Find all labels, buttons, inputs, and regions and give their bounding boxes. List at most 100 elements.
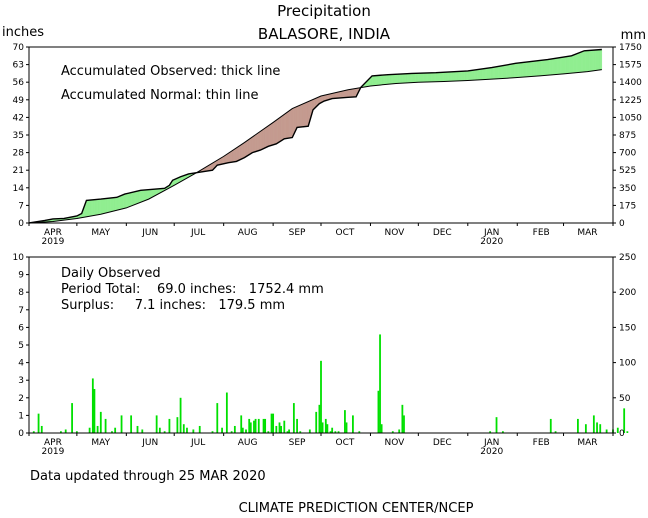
daily-bar [155,415,158,433]
daily-bar [278,422,281,433]
accumulated-diff-segment [132,191,135,206]
accumulated-diff-segment [398,73,401,84]
accumulated-diff-segment [339,90,342,99]
y-tick-label-right: 700 [619,149,636,159]
accumulated-diff-segment [453,71,456,82]
accumulated-diff-segment [440,72,443,82]
accumulated-diff-segment [410,73,413,83]
accumulated-axes: 0714212835424956637001753505257008751050… [13,43,643,247]
daily-bar [88,427,91,433]
accumulated-diff-segment [285,111,288,139]
accumulated-diff-segment [558,57,561,75]
daily-bar [71,403,73,433]
daily-bar [136,425,139,433]
y-tick-label-left: 7 [18,306,24,316]
accumulated-diff-segment [347,89,350,98]
daily-bar [40,425,43,433]
accumulated-panel: 0714212835424956637001753505257008751050… [13,43,643,247]
daily-bar [267,431,270,433]
accumulated-diff-segment [150,189,153,199]
accumulated-diff-segment [266,125,269,148]
surplus-text: Surplus: 7.1 inches: 179.5 mm [61,298,285,313]
accumulated-diff-segment [509,63,512,79]
data-updated-text: Data updated through 25 MAR 2020 [30,469,266,484]
accumulated-diff-segment [435,72,438,82]
normal-line [28,69,602,224]
daily-bar [221,427,223,433]
accumulated-diff-segment [269,123,272,147]
accumulated-diff-segment [458,71,461,82]
accumulated-diff-segment [279,116,282,143]
x-month-label: SEP [289,228,306,238]
accumulated-diff-segment [461,70,464,81]
daily-bar [225,392,228,433]
accumulated-diff-segment [450,71,453,82]
accumulated-diff-segment [351,88,354,98]
daily-bar [352,415,354,433]
daily-bar [262,418,265,433]
accumulated-diff-segment [296,105,299,128]
daily-bar [272,413,275,433]
accumulated-diff-segment [580,51,583,73]
y-tick-label-left: 10 [13,253,25,263]
accumulated-diff-segment [477,69,480,81]
accumulated-diff-segment [529,61,532,77]
accumulated-diff-segment [585,50,588,73]
x-month-label: AUG [238,438,258,448]
accumulated-diff-segment [250,136,253,154]
accumulated-diff-segment [95,199,98,216]
accumulated-diff-segment [376,75,379,86]
accumulated-diff-segment [414,73,417,83]
y-tick-label-left: 1 [18,411,24,421]
y-tick-label-left: 4 [18,359,24,369]
daily-bar [99,411,102,433]
accumulated-diff-segment [568,55,571,74]
accumulated-diff-segment [536,60,539,77]
y-tick-label-right: 200 [619,288,636,298]
daily-bar [398,429,401,433]
accumulated-diff-segment [438,72,441,82]
y-tick-label-left: 6 [18,323,24,333]
x-month-label: MAR [577,228,597,238]
accumulated-diff-segment [574,53,577,74]
accumulated-diff-segment [99,198,102,215]
daily-bar [283,420,286,433]
accumulated-diff-segment [576,52,579,73]
accumulated-diff-segment [539,60,542,77]
daily-bar [249,422,252,433]
accumulated-diff-segment [555,57,558,75]
accumulated-diff-segment [352,88,355,98]
daily-bar [554,431,557,433]
daily-bar [270,413,273,433]
y-tick-label-left: 14 [13,184,25,194]
accumulated-diff-segment [381,74,384,86]
accumulated-diff-segment [244,141,247,158]
accumulated-diff-segment [556,57,559,75]
accumulated-diff-segment [525,61,528,78]
x-month-label: JUN [141,438,158,448]
daily-bar [403,415,405,433]
accumulated-diff-segment [491,67,494,80]
daily-bar [163,431,166,433]
accumulated-diff-segment [426,72,429,83]
x-month-label: OCT [335,228,354,238]
accumulated-diff-segment [464,70,467,81]
accumulated-diff-segment [548,58,551,76]
accumulated-diff-segment [248,137,251,155]
right-unit-label: mm [621,28,646,43]
accumulated-diff-segment [349,88,352,98]
accumulated-diff-segment [110,197,113,213]
accumulated-diff-segment [437,72,440,82]
daily-bar [299,431,302,433]
period-total: Period Total: 69.0 inches: 1752.4 mm [61,282,324,297]
accumulated-diff-segment [550,58,553,76]
daily-bar [329,431,332,433]
accumulated-diff-segment [121,194,124,210]
accumulated-diff-segment [119,195,122,210]
accumulated-diff-segment [253,134,256,153]
accumulated-diff-segment [454,71,457,82]
daily-bar [158,427,161,433]
accumulated-diff-segment [146,189,149,201]
accumulated-diff-segment [255,133,258,152]
accumulated-diff-segment [87,199,90,217]
